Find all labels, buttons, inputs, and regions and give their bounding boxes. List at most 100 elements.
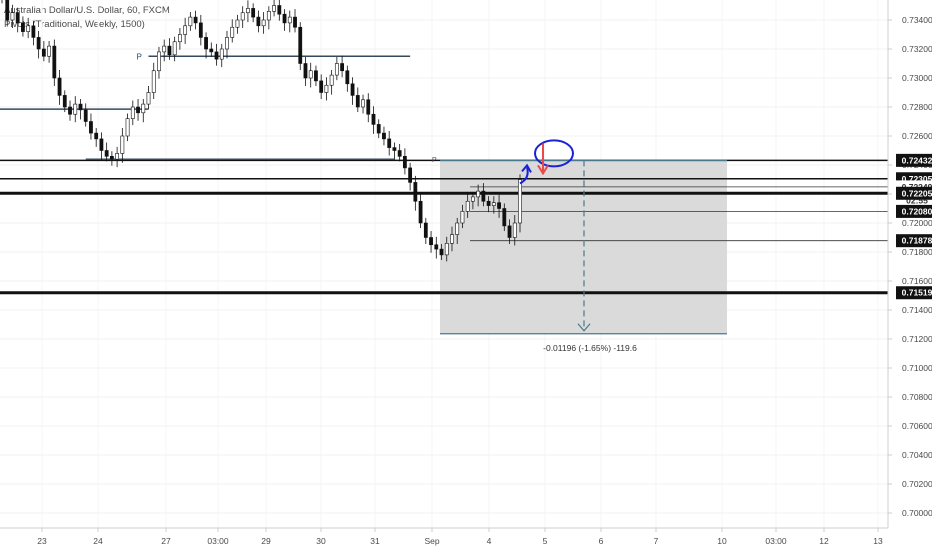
- x-tick-label: 31: [370, 536, 380, 546]
- candle-body: [209, 48, 214, 53]
- y-tick-label: 0.71000: [902, 363, 932, 373]
- candle-body: [31, 25, 36, 38]
- candle-body: [518, 179, 522, 224]
- candle-body: [15, 12, 20, 24]
- candle-body: [460, 211, 465, 224]
- candle-body: [52, 45, 57, 79]
- hand-drawn-circle: [534, 139, 574, 168]
- candle-body: [151, 70, 156, 93]
- price-tag-label: 0.72205: [902, 188, 932, 198]
- candle-body: [251, 8, 256, 18]
- candle-body: [319, 80, 324, 93]
- x-tick-label: 30: [316, 536, 326, 546]
- candle-body: [230, 26, 235, 38]
- candle-body: [376, 124, 381, 134]
- candle-body: [5, 0, 10, 21]
- candle-body: [486, 200, 491, 206]
- candle-body: [287, 16, 292, 24]
- x-tick-label: 6: [599, 536, 604, 546]
- candle-body: [172, 41, 177, 56]
- candle-body: [188, 16, 193, 27]
- x-tick-label: 29: [261, 536, 271, 546]
- y-tick-label: 0.72800: [902, 102, 932, 112]
- candle-body: [361, 99, 365, 108]
- candle-body: [502, 208, 507, 227]
- x-tick-label: 13: [873, 536, 883, 546]
- x-tick-label: 4: [487, 536, 492, 546]
- candle-body: [329, 74, 334, 86]
- candle-body: [465, 200, 470, 212]
- measure-label: -0.01196 (-1.65%) -119.6: [543, 343, 637, 353]
- y-tick-label: 0.70400: [902, 450, 932, 460]
- candle-body: [41, 48, 46, 57]
- candle-body: [282, 13, 287, 24]
- y-tick-label: 0.72600: [902, 131, 932, 141]
- candle-body: [507, 225, 512, 238]
- y-tick-label: 0.73000: [902, 73, 932, 83]
- candle-body: [324, 84, 329, 93]
- candle-body: [225, 37, 229, 50]
- y-tick-label: 0.72000: [902, 218, 932, 228]
- candle-body: [455, 222, 460, 235]
- price-tag-bg: [896, 286, 932, 300]
- candle-body: [146, 92, 151, 105]
- x-tick-label: 23: [37, 536, 47, 546]
- y-tick-label: 0.70000: [902, 508, 932, 518]
- candle-body: [57, 77, 62, 96]
- x-tick-label: 24: [93, 536, 103, 546]
- x-tick-label: Sep: [424, 536, 439, 546]
- price-tag-bg: [896, 186, 932, 200]
- candle-body: [397, 150, 402, 157]
- candle-body: [261, 19, 266, 27]
- candle-body: [219, 48, 224, 60]
- candle-body: [78, 103, 83, 111]
- time-axis[interactable]: 23 24 27 03:00 29 30 31 Sep 4 5 6 7 10 03:00 12 13: [37, 528, 883, 546]
- candle-body: [246, 8, 250, 14]
- price-axis[interactable]: 0.73400 0.73200 0.73000 0.72800 0.72600 0.724…: [888, 15, 932, 518]
- price-tag-label: 02:55: [906, 196, 928, 206]
- candle-body: [476, 190, 481, 198]
- candles: [1, 0, 522, 262]
- candle-body: [423, 222, 428, 238]
- candle-body: [298, 26, 303, 64]
- candle-body: [314, 70, 318, 82]
- blue-curve-arrow-head: [521, 163, 532, 173]
- candle-body: [345, 70, 350, 85]
- y-tick-label: 0.71200: [902, 334, 932, 344]
- candle-body: [73, 103, 78, 115]
- x-tick-label: 03:00: [207, 536, 229, 546]
- candle-body: [214, 51, 219, 60]
- candle-body: [491, 202, 496, 206]
- y-tick-label: 0.70800: [902, 392, 932, 402]
- y-tick-label: 0.71600: [902, 276, 932, 286]
- candle-body: [141, 103, 146, 114]
- price-tag-label: 0.72080: [902, 206, 932, 216]
- candle-body: [36, 37, 41, 50]
- candle-body: [235, 19, 240, 28]
- candle-body: [471, 196, 475, 202]
- y-tick-label: 0.70200: [902, 479, 932, 489]
- candle-body: [177, 34, 182, 43]
- candle-body: [277, 5, 282, 15]
- price-tag-label: 0.71878: [902, 236, 932, 246]
- pivot-label-2: P: [432, 157, 437, 164]
- price-tag-label: 0.72432: [902, 155, 932, 165]
- candle-body: [334, 63, 339, 76]
- candle-body: [444, 243, 449, 256]
- candle-body: [136, 106, 140, 114]
- price-tag-bg: [896, 234, 932, 248]
- candle-body: [130, 106, 135, 119]
- pivot-label: P: [137, 52, 142, 61]
- candle-body: [387, 138, 392, 148]
- candle-body: [104, 150, 109, 157]
- candle-body: [366, 99, 371, 115]
- x-tick-label: 12: [819, 536, 829, 546]
- y-tick-label: 0.70600: [902, 421, 932, 431]
- candle-body: [293, 16, 297, 28]
- y-tick-label: 0.71800: [902, 247, 932, 257]
- candle-body: [371, 113, 376, 125]
- candle-body: [450, 234, 454, 244]
- candle-body: [120, 135, 125, 154]
- measure-arrow-head: [577, 323, 591, 332]
